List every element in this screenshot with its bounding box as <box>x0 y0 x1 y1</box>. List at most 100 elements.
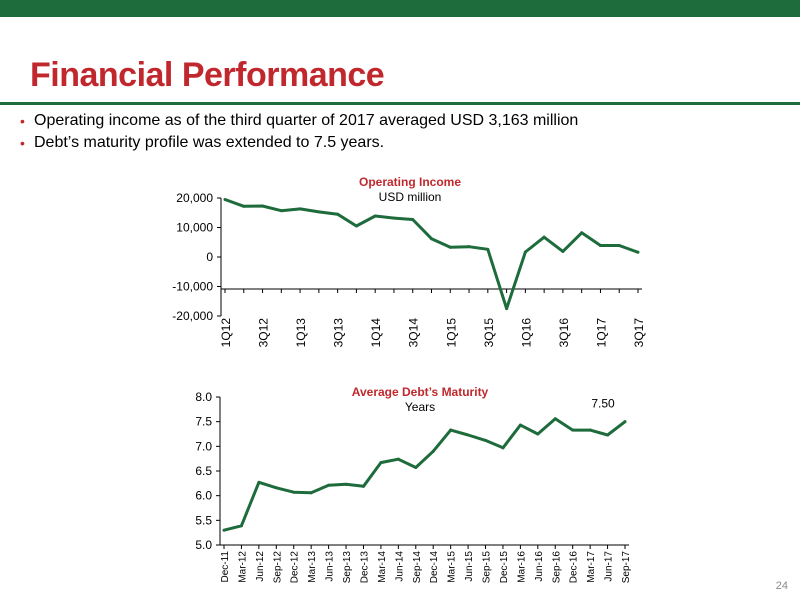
x-tick-label: 3Q17 <box>632 318 646 348</box>
x-tick-label: 1Q17 <box>594 318 608 348</box>
data-point <box>617 243 621 247</box>
data-point <box>448 245 452 249</box>
x-tick-label: Dec-12 <box>290 551 301 584</box>
data-label: 7.50 <box>591 397 615 411</box>
y-tick-label: -10,000 <box>172 280 213 294</box>
data-point <box>449 428 453 432</box>
y-tick-label: 6.0 <box>195 489 212 503</box>
x-tick-label: Sep-14 <box>412 551 423 584</box>
data-point <box>588 428 592 432</box>
x-tick-label: Dec-11 <box>220 551 231 583</box>
x-tick-label: Dec-13 <box>359 551 370 584</box>
data-point <box>298 207 302 211</box>
y-tick-label: 20,000 <box>176 191 213 205</box>
data-point <box>561 249 565 253</box>
data-point <box>501 446 505 450</box>
x-tick-label: Sep-16 <box>551 551 562 584</box>
data-point <box>257 480 261 484</box>
chart-subtitle: USD million <box>379 190 442 204</box>
data-point <box>354 224 358 228</box>
x-tick-label: Jun-13 <box>325 551 336 582</box>
page-number: 24 <box>775 580 788 592</box>
x-tick-label: 3Q13 <box>332 318 346 348</box>
chart-subtitle: Years <box>405 400 435 414</box>
data-point <box>239 524 243 528</box>
x-tick-label: Mar-16 <box>516 551 527 583</box>
data-point <box>379 461 383 465</box>
y-tick-label: 10,000 <box>176 221 213 235</box>
data-point <box>486 247 490 251</box>
data-point <box>223 197 227 201</box>
y-tick-label: 7.5 <box>195 415 212 429</box>
data-point <box>396 457 400 461</box>
x-tick-label: Dec-14 <box>429 551 440 584</box>
x-tick-label: 1Q13 <box>294 318 308 348</box>
data-point <box>536 432 540 436</box>
data-point <box>327 483 331 487</box>
y-tick-label: 8.0 <box>195 390 212 404</box>
x-tick-label: Dec-16 <box>569 551 580 584</box>
x-tick-label: Sep-15 <box>482 551 493 584</box>
y-tick-label: 6.5 <box>195 464 212 478</box>
data-point <box>580 231 584 235</box>
x-tick-label: Mar-14 <box>377 551 388 583</box>
y-tick-label: 5.5 <box>195 513 212 527</box>
data-point <box>309 491 313 495</box>
data-point <box>523 250 527 254</box>
x-tick-label: Mar-12 <box>237 551 248 583</box>
x-tick-label: 3Q12 <box>257 318 271 348</box>
data-point <box>392 216 396 220</box>
x-tick-label: Jun-14 <box>394 551 405 582</box>
title-divider <box>0 102 800 105</box>
x-tick-label: Dec-15 <box>499 551 510 584</box>
x-tick-label: 1Q16 <box>519 318 533 348</box>
x-tick-label: Mar-15 <box>447 551 458 583</box>
bullet-icon: • <box>20 113 25 129</box>
data-point <box>411 218 415 222</box>
bullet-text: Debt’s maturity profile was extended to … <box>34 134 385 151</box>
data-point <box>598 243 602 247</box>
x-tick-label: Mar-13 <box>307 551 318 583</box>
data-point <box>317 210 321 214</box>
data-point <box>542 235 546 239</box>
x-tick-label: Jun-17 <box>604 551 615 582</box>
data-point <box>636 250 640 254</box>
y-tick-label: -20,000 <box>172 309 213 323</box>
chart-title: Average Debt’s Maturity <box>352 385 489 399</box>
chart-title: Operating Income <box>359 175 461 189</box>
bullet-item: • Debt’s maturity profile was extended to… <box>14 132 578 154</box>
bullet-list: • Operating income as of the third quarte… <box>14 110 578 154</box>
data-point <box>484 438 488 442</box>
y-tick-label: 0 <box>206 250 213 264</box>
x-tick-label: Jun-15 <box>464 551 475 582</box>
data-point <box>571 428 575 432</box>
data-point <box>242 204 246 208</box>
x-tick-label: 1Q12 <box>219 318 233 348</box>
data-point <box>466 433 470 437</box>
y-tick-label: 5.0 <box>195 538 212 552</box>
data-point <box>467 245 471 249</box>
data-point <box>261 204 265 208</box>
x-tick-label: Sep-12 <box>272 551 283 584</box>
x-tick-label: Sep-17 <box>621 551 632 584</box>
data-point <box>414 466 418 470</box>
data-point <box>279 209 283 213</box>
data-point <box>430 237 433 241</box>
data-point <box>361 484 365 488</box>
bullet-icon: • <box>20 135 25 151</box>
x-tick-label: 1Q15 <box>444 318 458 348</box>
x-tick-label: 1Q14 <box>369 318 383 348</box>
series-line <box>223 417 626 532</box>
page-title: Financial Performance <box>30 56 385 94</box>
bullet-item: • Operating income as of the third quarte… <box>14 110 578 132</box>
data-point <box>292 490 296 494</box>
x-tick-label: 3Q16 <box>557 318 571 348</box>
top-accent-bar <box>0 0 800 17</box>
x-tick-label: Jun-12 <box>255 551 266 582</box>
data-point <box>344 482 348 486</box>
data-point <box>373 214 377 218</box>
data-point <box>505 307 509 311</box>
x-tick-label: 3Q15 <box>482 318 496 348</box>
data-point <box>431 449 435 453</box>
